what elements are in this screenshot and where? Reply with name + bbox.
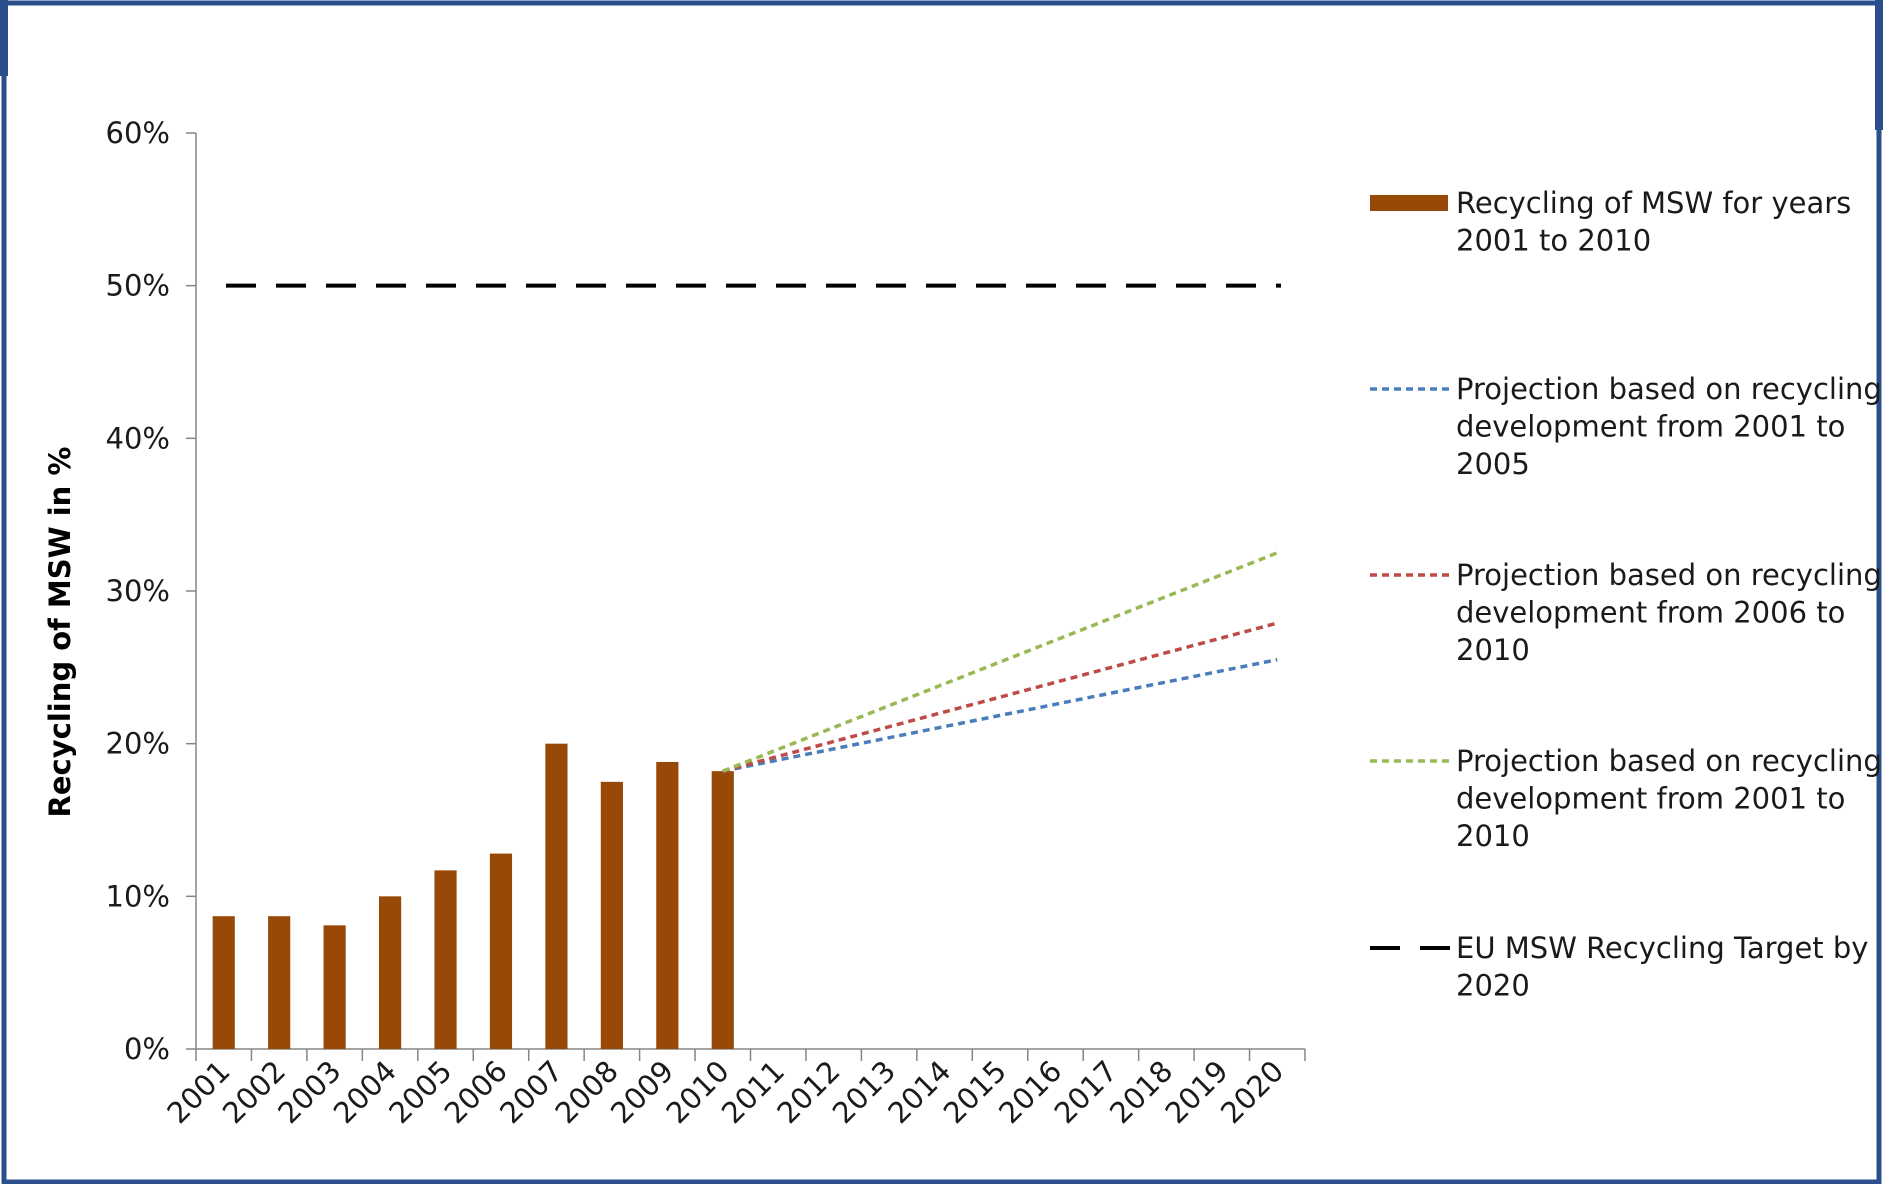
projection-line xyxy=(722,551,1278,773)
legend-label: development from 2001 to xyxy=(1456,782,1845,816)
legend-label: EU MSW Recycling Target by xyxy=(1456,931,1868,965)
legend-label: Projection based on recycling xyxy=(1456,744,1882,778)
bar xyxy=(434,870,457,1049)
x-tick-label: 2003 xyxy=(271,1054,347,1130)
projection-line xyxy=(722,657,1278,773)
bar xyxy=(212,916,235,1049)
legend-label: Projection based on recycling xyxy=(1456,372,1882,406)
bar xyxy=(656,761,679,1049)
x-tick-label: 2008 xyxy=(549,1054,625,1130)
bar xyxy=(268,916,291,1049)
legend-label: development from 2006 to xyxy=(1456,596,1845,630)
y-tick-label: 30% xyxy=(106,574,170,608)
x-tick-label: 2017 xyxy=(1048,1054,1124,1130)
frame-right-accent xyxy=(1875,0,1883,130)
bar xyxy=(323,925,346,1049)
bar xyxy=(600,781,623,1049)
legend-label: 2020 xyxy=(1456,969,1530,1003)
bar xyxy=(545,743,568,1049)
y-tick-label: 20% xyxy=(106,727,170,761)
x-tick-label: 2004 xyxy=(327,1054,403,1130)
line-series xyxy=(226,283,1281,773)
x-tick-label: 2014 xyxy=(881,1054,957,1130)
bar xyxy=(378,896,402,1049)
x-tick-label: 2019 xyxy=(1159,1054,1235,1130)
x-tick-label: 2007 xyxy=(493,1054,569,1130)
x-tick-label: 2006 xyxy=(438,1054,514,1130)
legend-swatch xyxy=(1370,195,1448,211)
x-tick-label: 2009 xyxy=(604,1054,680,1130)
legend-label: 2010 xyxy=(1456,819,1530,853)
legend-label: Projection based on recycling xyxy=(1456,558,1882,592)
x-tick-label: 2002 xyxy=(216,1054,292,1130)
x-tick-label: 2012 xyxy=(770,1054,846,1130)
chart-legend: Recycling of MSW for years 2001 to 2010 Pr… xyxy=(1370,186,1882,1003)
x-tick-label: 2016 xyxy=(992,1054,1068,1130)
x-tick-label: 2018 xyxy=(1103,1054,1179,1130)
y-tick-label: 0% xyxy=(124,1032,170,1066)
x-tick-label: 2013 xyxy=(826,1054,902,1130)
y-tick-label: 50% xyxy=(106,269,170,303)
x-tick-label: 2015 xyxy=(937,1054,1013,1130)
y-tick-label: 10% xyxy=(106,879,170,913)
legend-label: 2001 to 2010 xyxy=(1456,224,1651,258)
x-tick-label: 2020 xyxy=(1214,1054,1290,1130)
bar xyxy=(489,853,513,1049)
legend-label: development from 2001 to xyxy=(1456,410,1845,444)
y-tick-label: 60% xyxy=(106,116,170,150)
x-tick-label: 2005 xyxy=(382,1054,458,1130)
legend-label: Recycling of MSW for years xyxy=(1456,186,1851,220)
y-tick-label: 40% xyxy=(106,421,170,455)
x-tick-label: 2010 xyxy=(659,1054,735,1130)
bar xyxy=(711,771,734,1049)
legend-label: 2005 xyxy=(1456,447,1530,481)
frame-left-accent xyxy=(0,0,8,76)
bar-series xyxy=(212,743,734,1049)
x-tick-label: 2011 xyxy=(715,1054,791,1130)
x-tick-label: 2001 xyxy=(160,1054,236,1130)
y-axis-title: Recycling of MSW in % xyxy=(43,447,77,818)
legend-label: 2010 xyxy=(1456,633,1530,667)
projection-line xyxy=(722,621,1278,773)
